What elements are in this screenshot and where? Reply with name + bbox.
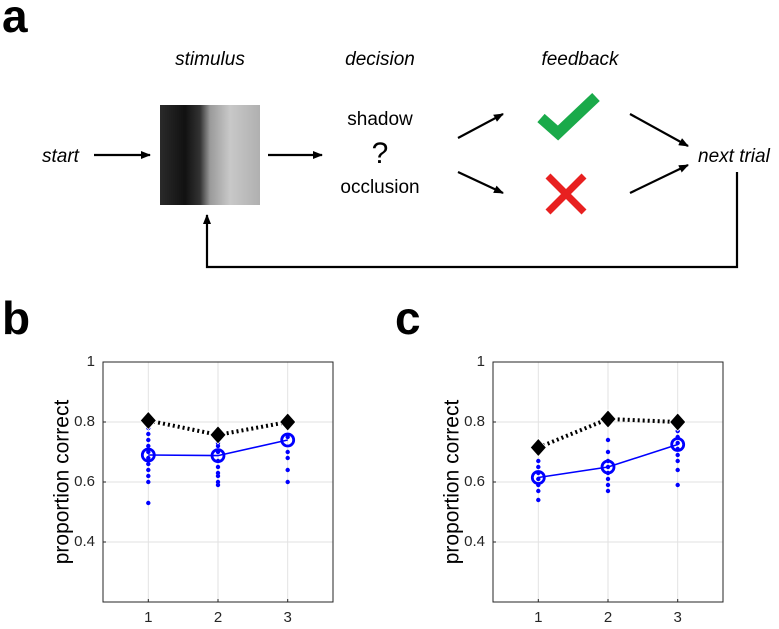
circle-marker: [530, 470, 546, 485]
series-line: [538, 443, 678, 479]
question-mark: ?: [372, 137, 389, 170]
subject-point: [146, 443, 151, 449]
diamond-marker: [209, 425, 227, 445]
circle-marker: [600, 459, 616, 475]
subject-point: [285, 449, 290, 455]
subject-point: [146, 455, 151, 461]
subject-point: [285, 479, 290, 485]
x-tick-label: 1: [534, 609, 542, 626]
y-tick-label: 0.8: [74, 413, 95, 430]
series-line: [148, 439, 288, 457]
axes-box: [492, 361, 724, 603]
stage-header: decision: [345, 49, 415, 70]
subject-point: [215, 479, 221, 485]
subject-point: [215, 464, 221, 470]
start-label: start: [42, 146, 80, 167]
circle-marker: [140, 447, 156, 463]
subject-point: [536, 497, 541, 503]
y-axis-label: proportion correct: [441, 400, 464, 565]
subject-point: [146, 461, 151, 467]
subject-point: [605, 449, 611, 455]
x-tick-label: 2: [604, 609, 612, 626]
subject-point: [675, 452, 680, 458]
x-tick-label: 3: [284, 609, 292, 626]
subject-point: [146, 473, 151, 479]
y-tick-label: 0.4: [464, 533, 485, 550]
subject-point: [605, 482, 611, 488]
x-tick-label: 2: [214, 609, 222, 626]
diamond-marker: [139, 410, 157, 431]
circle-marker: [210, 448, 226, 464]
subject-point: [675, 458, 680, 464]
subject-point: [605, 437, 611, 443]
y-tick-label: 1: [477, 353, 485, 370]
subject-point: [146, 467, 151, 473]
stage-header: stimulus: [175, 49, 245, 70]
panel-label: c: [395, 292, 421, 344]
y-tick-label: 0.6: [464, 473, 485, 490]
diamond-marker: [279, 412, 297, 432]
axes-box: [102, 361, 334, 603]
arrow: [629, 164, 689, 194]
next-label: next trial: [698, 146, 771, 167]
subject-point: [675, 467, 680, 473]
subject-point: [536, 488, 541, 494]
diamond-marker: [529, 437, 547, 458]
subject-point: [605, 476, 611, 482]
subject-point: [285, 434, 290, 440]
cross-icon: [545, 173, 587, 215]
subject-point: [146, 431, 151, 437]
circle-marker: [670, 437, 686, 452]
y-tick-label: 1: [87, 353, 95, 370]
stage-header: feedback: [541, 49, 620, 70]
subject-point: [146, 479, 151, 485]
option: shadow: [347, 109, 413, 130]
y-tick-label: 0.8: [464, 413, 485, 430]
stimulus-image: [160, 105, 260, 205]
circle-marker: [280, 432, 296, 448]
arrow: [629, 113, 689, 147]
arrow: [457, 113, 504, 139]
x-tick-label: 3: [674, 609, 682, 626]
x-tick-label: 1: [144, 609, 152, 626]
panel-label: b: [2, 292, 30, 344]
subject-point: [536, 458, 541, 464]
subject-point: [285, 467, 290, 473]
subject-point: [536, 464, 541, 470]
subject-point: [146, 449, 151, 455]
subject-point: [146, 500, 151, 506]
check-icon: [537, 93, 600, 141]
arrow: [457, 171, 504, 194]
y-tick-label: 0.6: [74, 473, 95, 490]
subject-point: [285, 455, 290, 461]
panel-label: a: [2, 0, 28, 42]
diamond-marker: [669, 412, 687, 432]
charts: b0.40.60.81123experimentproportion corre…: [2, 292, 724, 626]
subject-point: [215, 470, 221, 476]
option: occlusion: [340, 177, 419, 198]
subject-point: [675, 482, 680, 488]
diamond-marker: [599, 409, 617, 429]
loop-arrow: [203, 172, 739, 269]
subject-point: [146, 437, 151, 443]
subject-point: [605, 488, 611, 494]
y-tick-label: 0.4: [74, 533, 95, 550]
y-axis-label: proportion correct: [51, 400, 74, 565]
